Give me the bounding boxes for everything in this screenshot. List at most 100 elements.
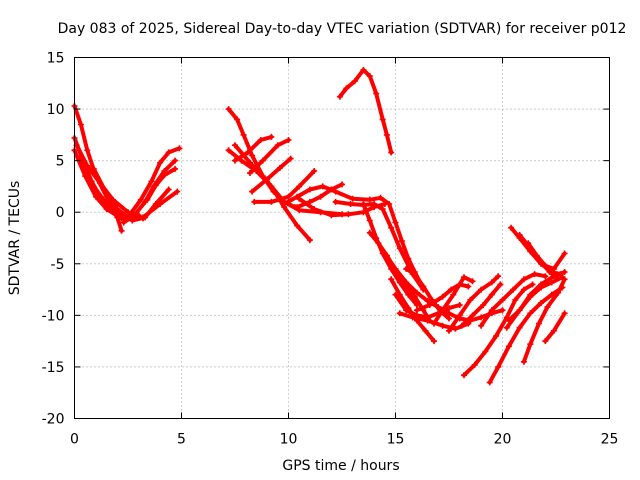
data-point xyxy=(516,324,523,331)
data-point xyxy=(548,291,555,298)
series-arc-16 xyxy=(251,168,318,205)
data-point xyxy=(448,286,455,293)
data-point xyxy=(232,142,238,149)
data-point xyxy=(225,106,232,113)
data-point xyxy=(520,358,527,365)
series-trace xyxy=(462,282,535,378)
data-point xyxy=(396,245,403,252)
data-point xyxy=(439,307,446,314)
data-point xyxy=(294,204,301,211)
series-arc-06 xyxy=(90,165,172,224)
data-point xyxy=(328,186,335,193)
data-point xyxy=(505,343,512,350)
data-point xyxy=(533,252,540,259)
data-point xyxy=(469,312,476,319)
data-point xyxy=(403,307,410,314)
data-point xyxy=(161,172,168,179)
data-point xyxy=(157,159,164,166)
data-point xyxy=(366,196,373,203)
data-point xyxy=(225,147,232,154)
data-point xyxy=(377,194,384,201)
data-point xyxy=(366,73,373,80)
data-point xyxy=(456,302,463,308)
data-point xyxy=(257,137,264,143)
y-tick-label: 15 xyxy=(47,51,65,67)
series-arc-42 xyxy=(520,276,568,365)
data-point xyxy=(234,116,241,123)
data-point xyxy=(165,149,172,156)
series-trace xyxy=(543,311,567,344)
data-point xyxy=(461,372,467,379)
data-point xyxy=(548,279,555,286)
data-point xyxy=(542,262,549,269)
data-point xyxy=(276,164,283,171)
data-point xyxy=(446,310,452,317)
series-arc-33 xyxy=(458,281,504,329)
plot-frame xyxy=(74,57,610,419)
data-point xyxy=(142,214,149,221)
data-point xyxy=(294,222,301,229)
data-point xyxy=(244,149,251,156)
x-tick-label: 20 xyxy=(494,432,512,448)
series-trace xyxy=(233,134,274,163)
data-point xyxy=(538,281,544,288)
data-point xyxy=(285,137,292,143)
data-point xyxy=(503,314,510,321)
data-point xyxy=(148,178,155,185)
data-point xyxy=(486,379,493,386)
series-trace xyxy=(521,277,567,364)
data-point xyxy=(103,206,110,213)
data-point xyxy=(319,183,326,190)
data-point xyxy=(88,180,95,187)
data-point xyxy=(137,196,144,203)
x-tick-label: 25 xyxy=(601,432,619,448)
data-point xyxy=(306,237,313,244)
data-point xyxy=(495,363,502,370)
data-point xyxy=(555,289,562,296)
data-point xyxy=(561,310,568,317)
data-point xyxy=(450,291,457,298)
series-trace xyxy=(250,156,293,194)
data-point xyxy=(285,193,292,200)
data-point xyxy=(306,186,313,193)
data-point xyxy=(469,278,476,285)
data-point xyxy=(561,269,568,275)
data-point xyxy=(555,275,562,282)
data-point xyxy=(101,186,108,193)
data-point xyxy=(516,231,523,238)
x-tick-labels: 0 5 10 15 20 25 xyxy=(70,432,618,448)
y-tick-label: -15 xyxy=(42,360,65,376)
series-arc-13 xyxy=(232,133,275,164)
data-point xyxy=(456,312,463,319)
y-tick-label: 10 xyxy=(47,102,65,118)
series-trace xyxy=(487,285,565,385)
data-point xyxy=(422,327,429,334)
data-point xyxy=(383,131,390,138)
y-tick-label: 5 xyxy=(56,154,65,170)
series-trace xyxy=(361,202,419,307)
data-point xyxy=(339,181,345,188)
data-point xyxy=(561,276,568,283)
x-tick-label: 5 xyxy=(177,432,186,448)
data-point xyxy=(446,315,452,322)
data-point xyxy=(480,302,487,308)
data-point xyxy=(520,276,527,283)
data-point xyxy=(332,198,339,205)
series-trace xyxy=(367,195,424,287)
series-arc-43 xyxy=(542,310,568,345)
data-point xyxy=(77,121,84,128)
series-arc-15 xyxy=(249,155,294,195)
data-point xyxy=(174,188,181,195)
series-arc-34 xyxy=(461,281,536,379)
data-point xyxy=(527,310,534,317)
data-point xyxy=(172,157,179,164)
data-point xyxy=(366,229,373,236)
data-point xyxy=(165,186,172,193)
data-point xyxy=(120,219,127,226)
data-point xyxy=(251,198,258,205)
data-point xyxy=(114,206,121,213)
data-point xyxy=(478,314,485,321)
data-point xyxy=(542,273,549,280)
x-tick-label: 0 xyxy=(70,432,79,448)
data-point xyxy=(520,286,527,293)
